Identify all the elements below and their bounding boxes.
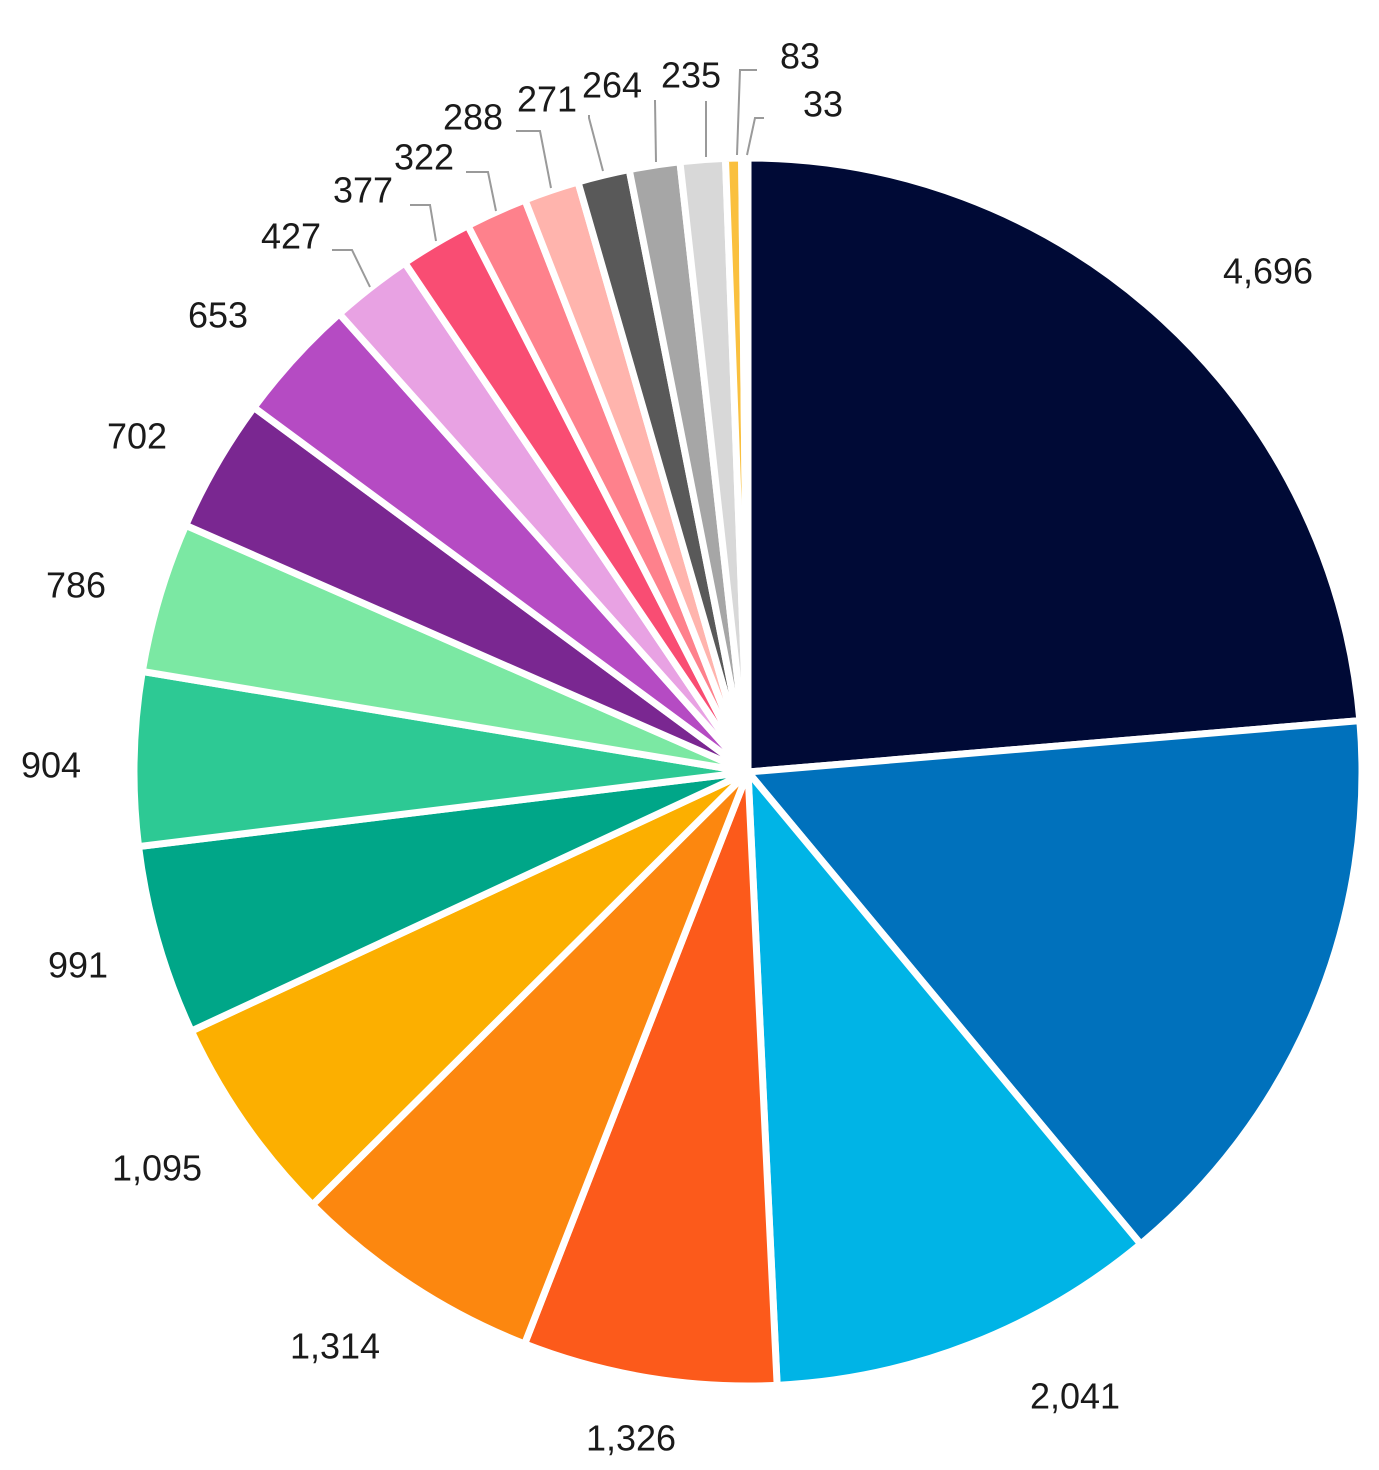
data-label-8: 904	[21, 745, 81, 786]
leader-line-13	[410, 204, 437, 242]
data-label-13: 377	[333, 170, 393, 211]
data-label-17: 264	[582, 65, 642, 106]
pie-slice-2	[741, 716, 1366, 1249]
data-label-20: 33	[803, 84, 843, 125]
leader-line-16	[588, 115, 604, 172]
data-label-4: 1,326	[586, 1418, 676, 1459]
pie-slice-6	[186, 768, 751, 1210]
data-label-7: 991	[48, 945, 108, 986]
data-label-16: 271	[517, 79, 577, 120]
leader-line-19	[736, 69, 757, 156]
data-label-5: 1,314	[290, 1326, 380, 1367]
data-label-9: 786	[46, 565, 106, 606]
data-label-14: 322	[394, 137, 454, 178]
pie-slices	[130, 154, 1366, 1390]
data-label-3: 2,041	[1030, 1376, 1120, 1417]
data-label-19: 83	[780, 36, 820, 77]
data-label-15: 288	[443, 97, 503, 138]
leader-lines	[332, 69, 764, 288]
data-label-18: 235	[661, 55, 721, 96]
data-label-10: 702	[107, 416, 167, 457]
data-label-6: 1,095	[112, 1148, 202, 1189]
pie-slice-5	[307, 769, 752, 1349]
pie-slice-1	[744, 154, 1364, 776]
leader-line-20	[746, 117, 764, 156]
pie-slice-7	[134, 768, 750, 1036]
data-label-1: 4,696	[1223, 251, 1313, 292]
pie-slice-4	[520, 770, 781, 1390]
data-label-11: 653	[188, 295, 248, 336]
leader-line-14	[466, 171, 497, 212]
data-label-12: 427	[261, 216, 321, 257]
pie-slice-20	[738, 154, 752, 773]
pie-slice-3	[744, 761, 1146, 1389]
leader-line-12	[332, 249, 371, 288]
data-labels: 4,696 2,041 1,326 1,314 1,095 991 904 786 702 653…	[21, 36, 1313, 1459]
leader-line-15	[516, 130, 552, 189]
leader-line-17	[654, 100, 657, 163]
